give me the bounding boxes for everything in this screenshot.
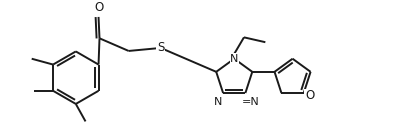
- Text: N: N: [230, 54, 238, 64]
- Text: S: S: [157, 41, 164, 54]
- Text: O: O: [94, 1, 103, 14]
- Text: N: N: [214, 97, 223, 107]
- Text: O: O: [305, 89, 314, 102]
- Text: =N: =N: [241, 97, 259, 107]
